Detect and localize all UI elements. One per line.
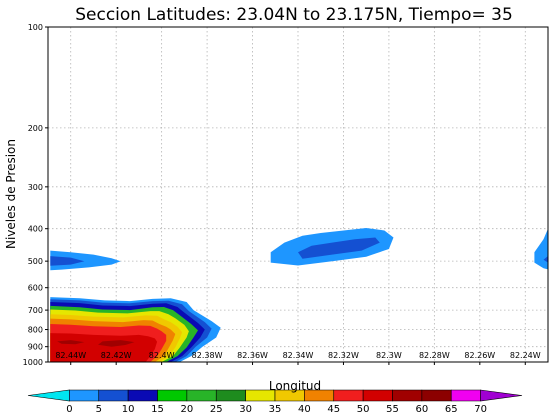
colorbar-label: 0 [66, 404, 72, 413]
y-tick-label: 500 [28, 257, 43, 266]
colorbar-swatch [27, 389, 70, 402]
x-tick-label: 82.36W [237, 351, 268, 360]
x-tick-label: 82.38W [192, 351, 223, 360]
x-tick-label: 82.28W [419, 351, 450, 360]
colorbar-label: 35 [269, 404, 282, 413]
y-axis-label: Niveles de Presion [4, 139, 18, 249]
x-tick-label: 82.4W [149, 351, 175, 360]
cloud-west-500 [50, 250, 121, 271]
colorbar-label: 50 [357, 404, 370, 413]
x-tick-label: 82.44W [55, 351, 86, 360]
contour-shell-0 [50, 250, 121, 271]
colorbar-label: 20 [181, 404, 194, 413]
y-tick-label: 300 [28, 183, 43, 192]
contour-shell-55 [57, 340, 85, 345]
contour-shell-55 [98, 340, 135, 347]
grid [48, 27, 548, 362]
colorbar-label: 70 [474, 404, 487, 413]
chart-title: Seccion Latitudes: 23.04N to 23.175N, Ti… [75, 5, 513, 25]
contour-shell-5 [298, 237, 380, 259]
contour-shell-5 [543, 255, 548, 263]
colorbar-swatch [480, 389, 523, 402]
y-tick-label: 400 [28, 225, 43, 234]
colorbar-swatch [127, 389, 158, 402]
cloud-central-450 [270, 228, 394, 266]
x-axis-label: Longitud [269, 379, 321, 393]
x-tick-label: 82.3W [376, 351, 402, 360]
colorbar-label: 45 [327, 404, 340, 413]
y-axis-ticks: 100 200 300 400 500 600 700 800 900 1000 [23, 23, 48, 367]
colorbar: 0 5 10 15 20 25 30 35 40 45 50 55 60 65 70 [27, 389, 523, 413]
colorbar-label: 55 [386, 404, 399, 413]
contour-shell-50 [50, 333, 158, 362]
y-tick-label: 700 [28, 306, 43, 315]
contour-field [50, 228, 548, 362]
colorbar-label: 60 [416, 404, 429, 413]
contour-shell-0 [534, 228, 548, 270]
colorbar-swatch [186, 389, 217, 402]
y-tick-label: 1000 [23, 358, 43, 367]
colorbar-label: 40 [298, 404, 311, 413]
colorbar-label: 5 [96, 404, 102, 413]
y-tick-label: 200 [28, 124, 43, 133]
x-tick-label: 82.34W [283, 351, 314, 360]
y-tick-label: 600 [28, 284, 43, 293]
colorbar-label: 65 [445, 404, 458, 413]
contour-shell-5 [50, 256, 85, 266]
colorbar-swatch [157, 389, 188, 402]
x-tick-label: 82.32W [328, 351, 359, 360]
x-tick-label: 82.26W [464, 351, 495, 360]
y-tick-label: 800 [28, 326, 43, 335]
colorbar-swatch [98, 389, 129, 402]
colorbar-swatch [215, 389, 246, 402]
colorbar-swatch [421, 389, 452, 402]
x-axis-ticks: 82.44W 82.42W 82.4W 82.38W 82.36W 82.34W 82.32… [55, 351, 541, 365]
colorbar-label: 30 [239, 404, 252, 413]
colorbar-label: 10 [122, 404, 135, 413]
x-tick-label: 82.42W [101, 351, 132, 360]
colorbar-swatch [450, 389, 481, 402]
colorbar-label: 15 [151, 404, 164, 413]
colorbar-swatch [333, 389, 364, 402]
colorbar-swatch [362, 389, 393, 402]
colorbar-label: 25 [210, 404, 223, 413]
y-tick-label: 900 [28, 343, 43, 352]
y-tick-label: 100 [28, 23, 43, 32]
convective-core [50, 297, 221, 362]
x-tick-label: 82.24W [510, 351, 541, 360]
colorbar-swatch [69, 389, 100, 402]
colorbar-swatch [392, 389, 423, 402]
cloud-east-470 [534, 228, 548, 270]
